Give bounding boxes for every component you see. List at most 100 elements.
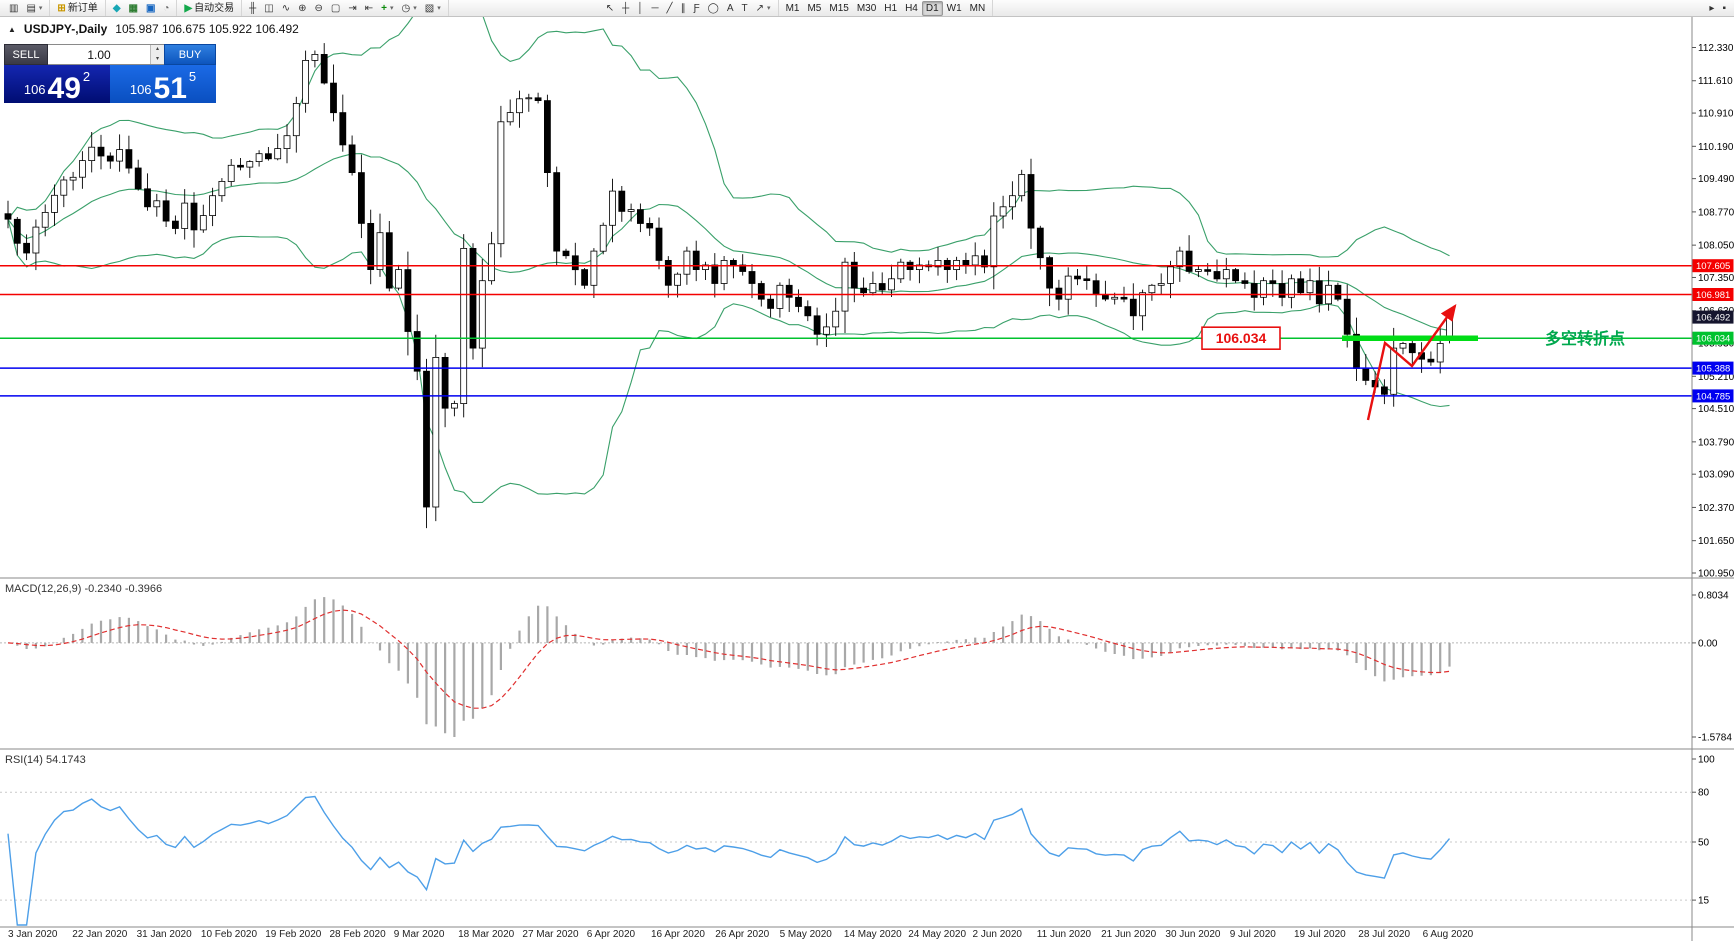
- svg-text:0.00: 0.00: [1698, 638, 1718, 649]
- candles[interactable]: [4, 43, 1453, 529]
- timeframe-button-m5-label: M5: [807, 2, 822, 14]
- svg-text:109.490: 109.490: [1698, 174, 1734, 185]
- new-chart-icon[interactable]: ▥: [5, 1, 22, 16]
- sell-price-big: 49: [47, 71, 81, 105]
- zoom-in-icon[interactable]: ⊕: [294, 1, 310, 16]
- chart-canvas[interactable]: 106.034 多空转折点 112.330 111.610 110.910 110.190…: [0, 17, 1734, 941]
- candlestick-chart-icon[interactable]: ◫: [260, 1, 277, 16]
- svg-text:50: 50: [1698, 838, 1710, 849]
- docking-icon[interactable]: ▪: [1718, 1, 1730, 16]
- svg-text:80: 80: [1698, 788, 1710, 799]
- timeframe-button-mn[interactable]: MN: [966, 1, 990, 16]
- templates-icon-dropdown[interactable]: ▾: [437, 4, 441, 12]
- shapes-icon[interactable]: ◯: [704, 1, 723, 16]
- chart-profiles-icon: ▤: [26, 2, 36, 14]
- periods-icon[interactable]: ◷ ▾: [397, 1, 420, 16]
- main-toolbar: ▥ ▤ ▾ ⊞ 新订单 ◆ ▦ ▣ ◔ ▶ 自动交易 ╫ ◫ ∿ ⊕ ⊖ ▢ ⇥ ⇤ + ▾ ◷ ▾ ▧ ▾ ↖ ┼ │ ─ ╱ ∥ Ƒ ◯ A T…: [0, 0, 1734, 17]
- tile-windows-icon[interactable]: ▢: [327, 1, 344, 16]
- autotrading-button: ▶: [184, 2, 193, 14]
- label-icon[interactable]: T: [738, 1, 752, 16]
- date-label: 22 Jan 2020: [72, 929, 127, 940]
- date-label: 6 Aug 2020: [1423, 929, 1474, 940]
- strategy-tester-icon[interactable]: ◔: [159, 1, 173, 16]
- timeframe-button-h1[interactable]: H1: [880, 1, 901, 16]
- svg-text:103.090: 103.090: [1698, 470, 1734, 481]
- periods-icon: ◷: [401, 2, 411, 14]
- market-watch-icon[interactable]: ▦: [125, 1, 142, 16]
- price-annotation-box[interactable]: [1201, 326, 1281, 351]
- crosshair-icon[interactable]: ┼: [618, 1, 633, 16]
- autotrading-button[interactable]: ▶ 自动交易: [180, 1, 238, 16]
- price-badge: [1692, 331, 1734, 345]
- cursor-icon: ↖: [605, 2, 615, 14]
- templates-icon[interactable]: ▧ ▾: [421, 1, 445, 16]
- timeframe-button-m1[interactable]: M1: [782, 1, 804, 16]
- chart-tools-group: ╫ ◫ ∿ ⊕ ⊖ ▢ ⇥ ⇤ + ▾ ◷ ▾ ▧ ▾: [242, 0, 449, 16]
- date-label: 10 Feb 2020: [201, 929, 258, 940]
- one-click-trading-panel: SELL ▴ ▾ BUY 106 49 2 106 51 5: [4, 44, 216, 103]
- volume-down-button[interactable]: ▾: [151, 54, 164, 64]
- timeframe-button-m5[interactable]: M5: [803, 1, 825, 16]
- price-axis: 112.330 111.610 110.910 110.190 109.490 108.7…: [1692, 43, 1734, 580]
- toolbars-customize-icon[interactable]: ▸: [1705, 1, 1718, 16]
- indicators-icon-dropdown[interactable]: ▾: [389, 4, 394, 12]
- timeframe-button-m30[interactable]: M30: [853, 1, 880, 16]
- timeframe-button-m15[interactable]: M15: [825, 1, 852, 16]
- chart-profiles-icon-dropdown[interactable]: ▾: [38, 4, 43, 12]
- zoom-out-icon[interactable]: ⊖: [311, 1, 327, 16]
- arrows-icon-dropdown[interactable]: ▾: [767, 4, 771, 12]
- volume-input[interactable]: [48, 45, 150, 64]
- cursor-icon[interactable]: ↖: [602, 1, 618, 16]
- sell-price-display[interactable]: 106 49 2: [4, 65, 110, 103]
- periods-icon-dropdown[interactable]: ▾: [413, 4, 417, 12]
- chart-shift-icon[interactable]: ⇤: [361, 1, 377, 16]
- autotrading-button-label: 自动交易: [194, 2, 235, 14]
- collapse-panel-icon[interactable]: ▲: [8, 24, 16, 34]
- svg-text:100.950: 100.950: [1698, 569, 1734, 580]
- fibonacci-icon[interactable]: Ƒ: [690, 1, 704, 16]
- trade-controls-row: SELL ▴ ▾ BUY: [4, 44, 216, 65]
- vertical-line-icon[interactable]: │: [633, 1, 647, 16]
- date-label: 14 May 2020: [844, 929, 902, 940]
- volume-field: ▴ ▾: [48, 44, 164, 65]
- sell-button[interactable]: SELL: [4, 44, 48, 65]
- date-label: 19 Jul 2020: [1294, 929, 1346, 940]
- svg-text:0.8034: 0.8034: [1698, 591, 1729, 602]
- svg-text:110.910: 110.910: [1698, 109, 1734, 120]
- date-label: 30 Jun 2020: [1165, 929, 1220, 940]
- date-label: 2 Jun 2020: [973, 929, 1023, 940]
- auto-scroll-icon[interactable]: ⇥: [344, 1, 360, 16]
- bar-chart-icon[interactable]: ╫: [245, 1, 260, 16]
- timeframe-button-d1[interactable]: D1: [921, 0, 943, 16]
- channel-icon[interactable]: ∥: [677, 1, 690, 16]
- buy-price-display[interactable]: 106 51 5: [110, 65, 216, 103]
- trendline-icon: ╱: [666, 2, 673, 14]
- mql5-icon[interactable]: ◆: [109, 1, 125, 16]
- horizontal-line-icon: ─: [651, 2, 659, 14]
- macd-histogram: [6, 597, 1451, 737]
- arrows-icon[interactable]: ↗ ▾: [752, 1, 775, 16]
- price-badge: [1692, 259, 1734, 273]
- new-order-button[interactable]: ⊞ 新订单: [53, 1, 101, 16]
- buy-button[interactable]: BUY: [164, 44, 216, 65]
- turning-point-label[interactable]: 多空转折点: [1545, 329, 1625, 348]
- date-label: 16 Apr 2020: [651, 929, 705, 940]
- trendline-icon[interactable]: ╱: [663, 1, 677, 16]
- indicators-icon[interactable]: + ▾: [377, 1, 397, 16]
- drawing-tools-group: ↖ ┼ │ ─ ╱ ∥ Ƒ ◯ A T ↗ ▾: [599, 0, 779, 16]
- svg-text:-1.5784: -1.5784: [1698, 733, 1732, 744]
- text-icon[interactable]: A: [723, 1, 738, 16]
- data-window-icon[interactable]: ▣: [142, 1, 159, 16]
- chart-profiles-icon[interactable]: ▤ ▾: [22, 1, 46, 16]
- crosshair-icon: ┼: [622, 2, 630, 14]
- arrows-icon: ↗: [755, 2, 765, 14]
- volume-up-button[interactable]: ▴: [151, 45, 164, 55]
- date-label: 26 Apr 2020: [715, 929, 769, 940]
- svg-text:112.330: 112.330: [1698, 43, 1734, 54]
- line-chart-icon[interactable]: ∿: [278, 1, 294, 16]
- trend-arrow[interactable]: [1366, 304, 1457, 421]
- timeframe-button-w1[interactable]: W1: [943, 1, 966, 16]
- timeframe-button-h4[interactable]: H4: [901, 1, 922, 16]
- svg-text:15: 15: [1698, 896, 1710, 907]
- horizontal-line-icon[interactable]: ─: [647, 1, 662, 16]
